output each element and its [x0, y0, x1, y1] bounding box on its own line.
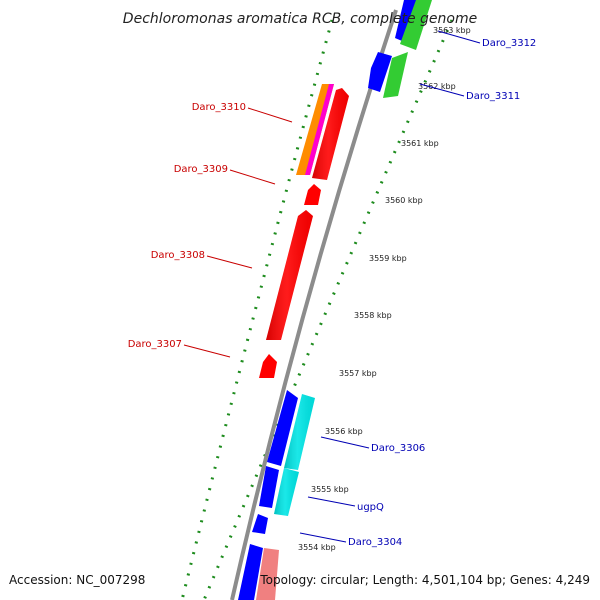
tick-label: 3560 kbp — [385, 196, 423, 205]
gene-arrow-daro-3304[interactable] — [252, 514, 268, 534]
shade-daro-3308 — [266, 210, 313, 340]
inner-tick-ring — [180, 19, 334, 600]
accession-text: Accession: NC_007298 — [9, 573, 146, 587]
map-title: Dechloromonas aromatica RCB, complete ge… — [123, 11, 477, 27]
gene-label-daro-3304[interactable]: Daro_3304 — [348, 537, 402, 548]
gene-shading-layer — [266, 88, 349, 516]
tick-label: 3562 kbp — [418, 82, 456, 91]
gene-arrow-daro-3310-magenta — [305, 84, 334, 175]
tick-label: 3559 kbp — [369, 254, 407, 263]
leader-line — [320, 436, 370, 449]
gene-label-daro-3310[interactable]: Daro_3310 — [192, 102, 246, 113]
tick-label: 3558 kbp — [354, 311, 392, 320]
forward-gene-labels: Daro_3312 Daro_3311 Daro_3306 ugpQ Daro_… — [299, 30, 536, 548]
leader-line — [307, 496, 356, 507]
genome-backbone — [230, 9, 398, 600]
gene-label-daro-3312[interactable]: Daro_3312 — [482, 38, 536, 49]
shade-daro-3306 — [284, 394, 315, 470]
tick-label: 3554 kbp — [298, 543, 336, 552]
gene-arrow-daro-3311[interactable] — [383, 52, 408, 98]
outer-tick-ring — [202, 19, 454, 600]
gene-arrow-ugpq-blue[interactable] — [259, 466, 279, 508]
tick-label: 3563 kbp — [433, 26, 471, 35]
leader-line — [299, 532, 347, 543]
leader-line — [206, 255, 253, 269]
gene-label-daro-3308[interactable]: Daro_3308 — [151, 250, 205, 261]
tick-label: 3555 kbp — [311, 485, 349, 494]
gene-label-ugpq[interactable]: ugpQ — [357, 502, 384, 513]
gene-label-daro-3306[interactable]: Daro_3306 — [371, 443, 425, 454]
forward-strand-genes — [238, 0, 432, 600]
genome-summary-text: Topology: circular; Length: 4,501,104 bp… — [260, 573, 590, 587]
gene-label-daro-3307[interactable]: Daro_3307 — [128, 339, 182, 350]
leader-line — [437, 30, 481, 44]
reverse-strand-genes — [256, 84, 349, 600]
leader-line — [183, 344, 231, 358]
gene-label-daro-3311[interactable]: Daro_3311 — [466, 91, 520, 102]
tick-label: 3556 kbp — [325, 427, 363, 436]
gene-arrow-daro-3309[interactable] — [304, 184, 321, 205]
tick-labels: 3563 kbp 3562 kbp 3561 kbp 3560 kbp 3559… — [298, 26, 471, 552]
leader-line — [419, 83, 465, 97]
gene-pink-bottom[interactable] — [256, 548, 279, 600]
tick-label: 3557 kbp — [339, 369, 377, 378]
gene-blue-bottom[interactable] — [238, 544, 263, 600]
gene-label-daro-3309[interactable]: Daro_3309 — [174, 164, 228, 175]
gene-arrow-daro-3311-blue[interactable] — [368, 52, 392, 92]
shade-daro-3310 — [312, 88, 349, 180]
gene-arrow-daro-3306-blue[interactable] — [267, 390, 298, 466]
leader-line — [229, 169, 276, 185]
shade-ugpq — [274, 468, 299, 516]
gene-arrow-daro-3312[interactable] — [400, 0, 432, 50]
leader-line — [247, 107, 293, 123]
tick-label: 3561 kbp — [401, 139, 439, 148]
reverse-gene-labels: Daro_3310 Daro_3309 Daro_3308 Daro_3307 — [128, 102, 293, 358]
gene-arrow-daro-3307[interactable] — [259, 354, 277, 378]
